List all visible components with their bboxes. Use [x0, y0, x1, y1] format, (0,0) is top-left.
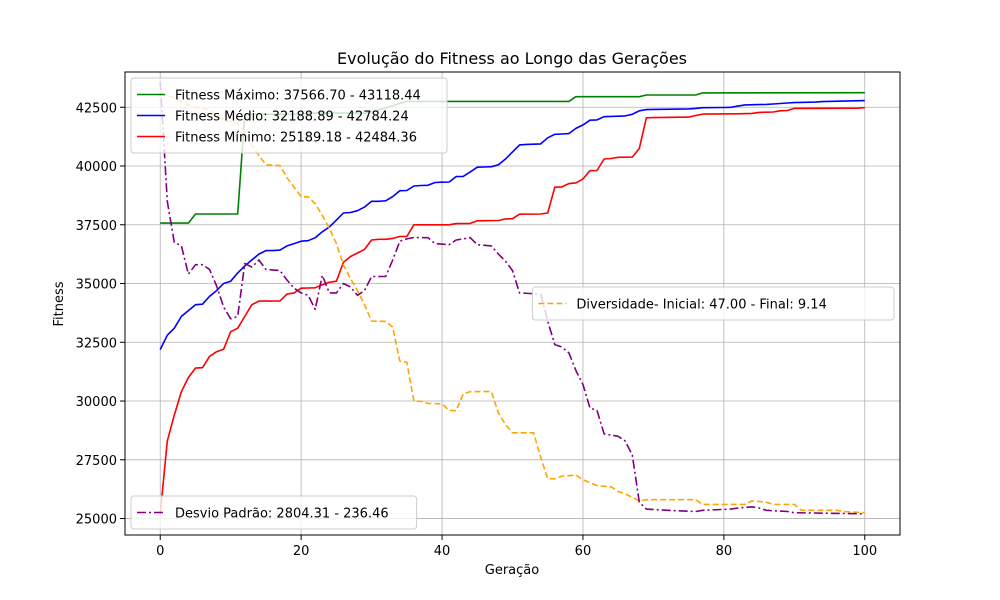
chart-title: Evolução do Fitness ao Longo das Geraçõe…: [337, 49, 687, 68]
y-tick-label: 37500: [76, 219, 117, 234]
legend-label: Desvio Padrão: 2804.31 - 236.46: [175, 507, 389, 522]
y-tick-label: 42500: [76, 101, 117, 116]
legend-box: [130, 495, 418, 530]
legend-label: Fitness Mínimo: 25189.18 - 42484.36: [175, 131, 417, 146]
y-axis-label: Fitness: [52, 281, 67, 326]
y-tick-label: 25000: [76, 513, 117, 528]
y-tick-label: 30000: [76, 395, 117, 410]
y-tick-label: 40000: [76, 160, 117, 175]
legend-label: Fitness Médio: 32188.89 - 42784.24: [175, 110, 409, 125]
y-tick-label: 32500: [76, 336, 117, 351]
x-axis-label: Geração: [485, 563, 539, 578]
plot-frame: [124, 71, 901, 536]
y-tick-label: 35000: [76, 278, 117, 293]
series-line-2: [159, 106, 865, 515]
legends: Fitness Máximo: 37566.70 - 43118.44 Fitne…: [130, 77, 895, 530]
legend-center-right: Diversidade- Inicial: 47.00 - Final: 9.1…: [531, 286, 895, 321]
y-tick-label: 27500: [76, 454, 117, 469]
legend-box: [531, 286, 895, 321]
series-line-1: [159, 99, 865, 350]
legend-top-left: Fitness Máximo: 37566.70 - 43118.44 Fitne…: [130, 77, 448, 154]
legend-label: Fitness Máximo: 37566.70 - 43118.44: [175, 89, 421, 104]
x-tick-label: 0: [156, 544, 164, 559]
series-line-4: [159, 81, 865, 515]
x-tick-label: 100: [852, 544, 877, 559]
x-tick-label: 20: [293, 544, 310, 559]
x-tick-label: 80: [716, 544, 733, 559]
x-tick-label: 60: [575, 544, 592, 559]
legend-bottom-left: Desvio Padrão: 2804.31 - 236.46: [130, 495, 418, 530]
x-tick-label: 40: [434, 544, 451, 559]
axis-ticks: 0 20 40 60 80 100 25000 27500 30000 32500 35000 375…: [76, 101, 878, 559]
legend-label: Diversidade- Inicial: 47.00 - Final: 9.1…: [576, 298, 826, 313]
legend-box: [130, 77, 448, 154]
